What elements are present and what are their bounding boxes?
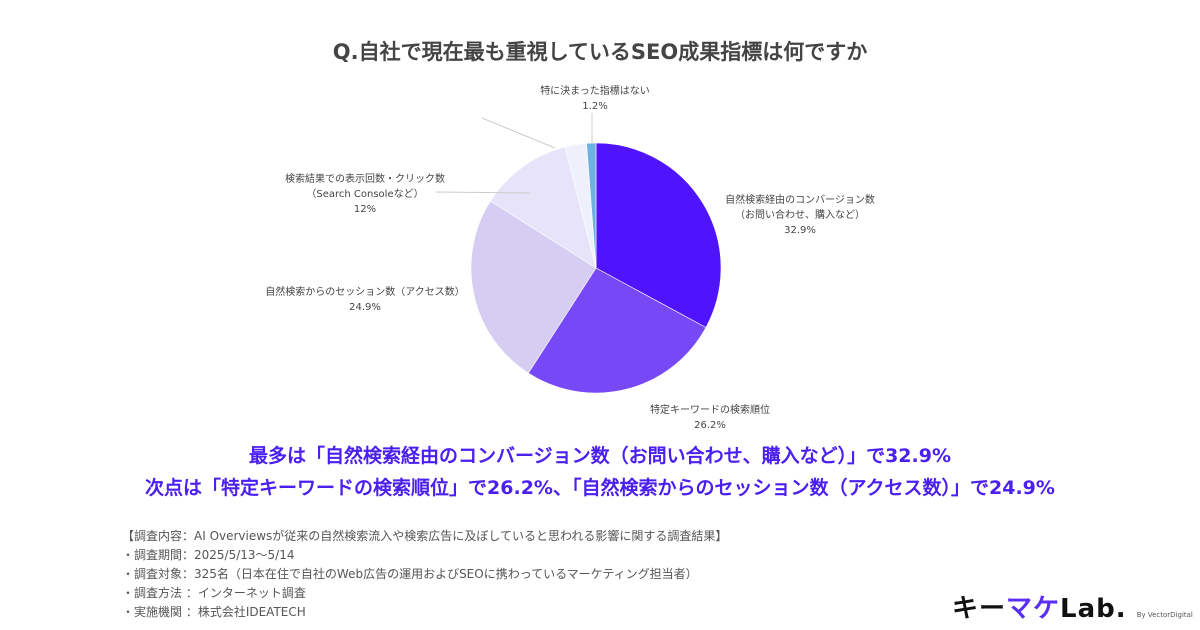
label-keyword-rank: 特定キーワードの検索順位 26.2% (650, 405, 770, 431)
pie-slice-5 (586, 142, 597, 269)
note: ・調査期間：2025/5/13〜5/14 (122, 548, 295, 562)
survey-notes: 【調査内容：AI Overviewsが従来の自然検索流入や検索広告に及ぼしている… (122, 527, 727, 622)
note: 【調査内容：AI Overviewsが従来の自然検索流入や検索広告に及ぼしている… (122, 529, 728, 543)
pie-slice-2 (470, 200, 597, 374)
leader-line (435, 191, 531, 194)
label-sessions: 自然検索からのセッション数（アクセス数） 24.9% (265, 287, 465, 313)
label-none: 特に決まった指標はない 1.2% (540, 86, 650, 112)
chart-title: Q.自社で現在最も重視しているSEO成果指標は何ですか (332, 40, 868, 64)
label-impressions: 検索結果での表示回数・クリック数 （Search Consoleなど） 12% (285, 174, 445, 215)
pie-slice-0 (595, 142, 722, 328)
note: ・実施機関 ：株式会社IDEATECH (122, 605, 306, 619)
highlight-2: 次点は「特定キーワードの検索順位」で26.2%、「自然検索からのセッション数（ア… (145, 477, 1055, 499)
label-conversion: 自然検索経由のコンバージョン数 （お問い合わせ、購入など） 32.9% (725, 195, 875, 236)
leader-line (481, 117, 556, 149)
pie-slice-1 (527, 267, 707, 394)
pie-slice-3 (490, 146, 597, 269)
note: ・調査対象：325名（日本在住で自社のWeb広告の運用およびSEOに携わっている… (122, 567, 698, 581)
highlight-1: 最多は「自然検索経由のコンバージョン数（お問い合わせ、購入など）」で32.9% (248, 445, 952, 467)
logo: キーマケLab. By VectorDigital (952, 594, 1193, 624)
note: ・調査方法 ：インターネット調査 (122, 586, 306, 600)
